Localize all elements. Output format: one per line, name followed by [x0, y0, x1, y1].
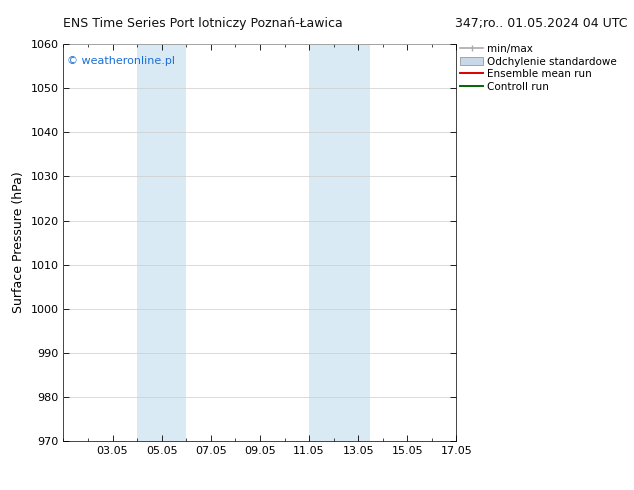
Legend: min/max, Odchylenie standardowe, Ensemble mean run, Controll run: min/max, Odchylenie standardowe, Ensembl…: [460, 44, 618, 92]
Y-axis label: Surface Pressure (hPa): Surface Pressure (hPa): [12, 172, 25, 314]
Text: 347;ro.. 01.05.2024 04 UTC: 347;ro.. 01.05.2024 04 UTC: [455, 17, 628, 30]
Text: © weatheronline.pl: © weatheronline.pl: [67, 56, 176, 66]
Bar: [137, 44, 186, 441]
Bar: [309, 44, 370, 441]
Text: ENS Time Series Port lotniczy Poznań-Ławica: ENS Time Series Port lotniczy Poznań-Ław…: [63, 17, 343, 30]
